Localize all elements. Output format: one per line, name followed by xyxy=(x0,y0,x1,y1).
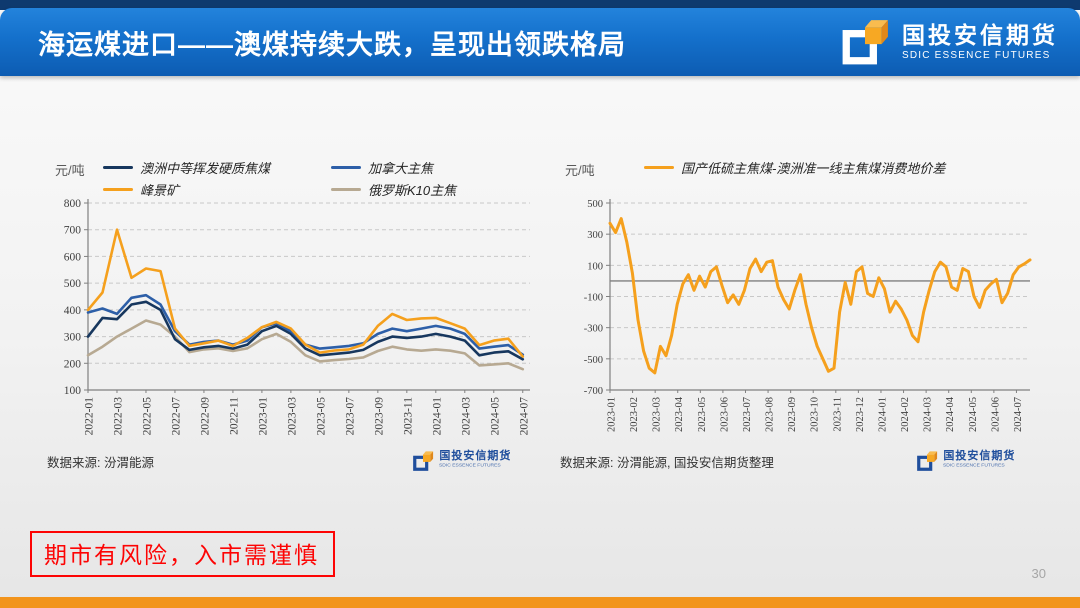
left-chart: 元/吨 澳洲中等挥发硬质焦煤 加拿大主焦 峰景矿 俄罗斯K10主焦 800 700… xyxy=(45,156,541,486)
svg-text:2023-07: 2023-07 xyxy=(742,397,753,432)
top-strip xyxy=(0,0,1080,10)
svg-text:2023-11: 2023-11 xyxy=(402,397,414,435)
right-chart-source: 数据来源: 汾渭能源, 国投安信期货整理 xyxy=(560,455,774,470)
right-chart-legend: 国产低硫主焦煤-澳洲准一线主焦煤消费地价差 xyxy=(644,158,945,177)
svg-text:2022-03: 2022-03 xyxy=(112,397,124,436)
svg-text:500: 500 xyxy=(587,199,603,210)
slide-title: 海运煤进口——澳煤持续大跌，呈现出领跌格局 xyxy=(38,29,626,60)
company-logo: 国投安信期货 SDIC ESSENCE FUTURES xyxy=(840,17,1058,67)
svg-text:-500: -500 xyxy=(584,355,603,366)
right-chart-plot: 500 300 100 -100 -300 -500 -700 2023-01 2023-02 2… xyxy=(584,199,1032,432)
legend-label: 加拿大主焦 xyxy=(368,161,434,176)
right-chart-unit-label: 元/吨 xyxy=(565,163,595,178)
svg-text:2023-11: 2023-11 xyxy=(832,397,843,432)
legend-swatch xyxy=(103,188,133,191)
left-chart-mini-logo: 国投安信期货 SDIC ESSENCE FUTURES xyxy=(412,450,539,472)
svg-text:400: 400 xyxy=(64,305,82,317)
left-chart-source: 数据来源: 汾渭能源 xyxy=(47,455,154,470)
svg-text:100: 100 xyxy=(587,261,603,272)
svg-text:2023-03: 2023-03 xyxy=(286,397,298,436)
mini-logo-icon xyxy=(413,451,434,471)
company-logo-cn: 国投安信期货 xyxy=(902,21,1058,48)
svg-text:2023-05: 2023-05 xyxy=(315,397,327,436)
svg-text:2023-08: 2023-08 xyxy=(765,397,776,432)
page-number: 30 xyxy=(1031,566,1046,581)
svg-text:2024-01: 2024-01 xyxy=(431,397,443,436)
mini-logo-cn: 国投安信期货 xyxy=(943,450,1016,462)
svg-text:-100: -100 xyxy=(584,293,603,304)
svg-text:2023-01: 2023-01 xyxy=(257,397,269,436)
svg-text:2023-05: 2023-05 xyxy=(697,397,708,432)
svg-text:500: 500 xyxy=(64,278,82,290)
risk-disclaimer: 期市有风险，入市需谨慎 xyxy=(30,531,335,577)
company-logo-text: 国投安信期货 SDIC ESSENCE FUTURES xyxy=(902,21,1058,62)
svg-text:2023-10: 2023-10 xyxy=(810,397,821,432)
svg-text:2023-06: 2023-06 xyxy=(719,397,730,432)
legend-swatch xyxy=(331,166,361,169)
left-chart-footer: 数据来源: 汾渭能源 国投安信期货 SDIC ESSENCE FUTURES xyxy=(47,450,539,472)
header-bar: 海运煤进口——澳煤持续大跌，呈现出领跌格局 国投安信期货 SDIC ESSENC… xyxy=(0,8,1080,76)
svg-text:2023-07: 2023-07 xyxy=(344,397,356,436)
svg-text:2023-09: 2023-09 xyxy=(373,397,385,436)
right-chart-footer: 数据来源: 汾渭能源, 国投安信期货整理 国投安信期货 SDIC ESSENCE… xyxy=(560,450,1043,472)
svg-text:700: 700 xyxy=(64,225,82,237)
svg-text:-700: -700 xyxy=(584,386,603,397)
svg-text:300: 300 xyxy=(64,332,82,344)
legend-item: 俄罗斯K10主焦 xyxy=(331,180,456,199)
svg-text:2022-11: 2022-11 xyxy=(228,397,240,435)
svg-text:2023-09: 2023-09 xyxy=(787,397,798,432)
mini-logo-en: SDIC ESSENCE FUTURES xyxy=(439,462,502,468)
legend-item: 国产低硫主焦煤-澳洲准一线主焦煤消费地价差 xyxy=(644,158,945,177)
svg-text:2024-03: 2024-03 xyxy=(460,397,472,436)
svg-text:2022-05: 2022-05 xyxy=(141,397,153,436)
mini-logo-en: SDIC ESSENCE FUTURES xyxy=(943,462,1006,468)
svg-text:200: 200 xyxy=(64,358,82,370)
bottom-bar xyxy=(0,597,1080,608)
svg-text:100: 100 xyxy=(64,385,82,397)
svg-text:2022-01: 2022-01 xyxy=(84,397,96,436)
svg-text:800: 800 xyxy=(64,198,82,210)
svg-text:2023-04: 2023-04 xyxy=(674,396,685,432)
svg-text:2024-04: 2024-04 xyxy=(945,396,956,432)
svg-text:2022-09: 2022-09 xyxy=(199,397,211,436)
right-chart-mini-logo: 国投安信期货 SDIC ESSENCE FUTURES xyxy=(916,450,1043,472)
svg-text:2024-05: 2024-05 xyxy=(489,397,501,436)
svg-text:2023-02: 2023-02 xyxy=(629,397,640,432)
legend-label: 峰景矿 xyxy=(140,183,180,198)
left-chart-unit-label: 元/吨 xyxy=(55,163,85,178)
mini-logo-icon xyxy=(917,451,938,471)
legend-label: 国产低硫主焦煤-澳洲准一线主焦煤消费地价差 xyxy=(681,161,946,176)
svg-text:2024-05: 2024-05 xyxy=(968,397,979,432)
svg-text:300: 300 xyxy=(587,230,603,241)
legend-swatch xyxy=(644,166,674,169)
svg-text:2024-07: 2024-07 xyxy=(518,397,530,436)
mini-logo-cn: 国投安信期货 xyxy=(439,450,512,462)
legend-label: 俄罗斯K10主焦 xyxy=(368,183,457,198)
legend-item: 加拿大主焦 xyxy=(331,158,456,177)
legend-swatch xyxy=(331,188,361,191)
company-logo-icon xyxy=(840,17,890,67)
company-logo-en: SDIC ESSENCE FUTURES xyxy=(902,50,1051,62)
left-chart-legend: 澳洲中等挥发硬质焦煤 加拿大主焦 峰景矿 俄罗斯K10主焦 xyxy=(103,158,456,199)
svg-text:2022-07: 2022-07 xyxy=(170,397,182,436)
legend-item: 澳洲中等挥发硬质焦煤 xyxy=(103,158,331,177)
svg-text:2024-07: 2024-07 xyxy=(1013,397,1024,432)
legend-label: 澳洲中等挥发硬质焦煤 xyxy=(140,161,271,176)
svg-text:2024-03: 2024-03 xyxy=(923,397,934,432)
legend-item: 峰景矿 xyxy=(103,180,331,199)
legend-swatch xyxy=(103,166,133,169)
right-chart: 元/吨 国产低硫主焦煤-澳洲准一线主焦煤消费地价差 500 300 100 -100 -… xyxy=(558,156,1045,486)
svg-text:2024-06: 2024-06 xyxy=(990,397,1001,432)
svg-text:2024-02: 2024-02 xyxy=(900,397,911,432)
svg-text:2023-03: 2023-03 xyxy=(652,397,663,432)
svg-text:2024-01: 2024-01 xyxy=(877,397,888,432)
svg-text:2023-01: 2023-01 xyxy=(607,397,618,432)
svg-text:2023-12: 2023-12 xyxy=(855,397,866,432)
svg-text:-300: -300 xyxy=(584,324,603,335)
svg-text:600: 600 xyxy=(64,251,82,263)
